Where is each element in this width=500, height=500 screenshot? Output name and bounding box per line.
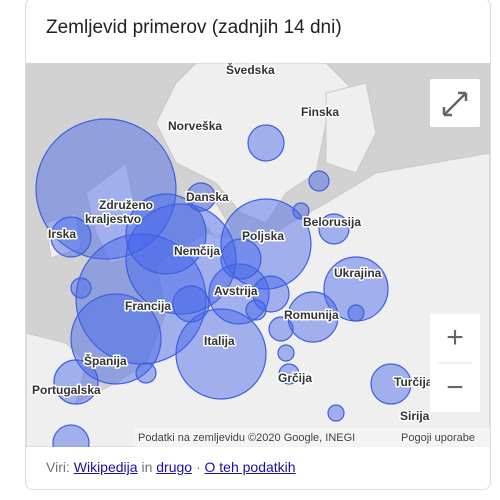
country-label: Irska	[48, 227, 76, 241]
attribution: Podatki na zemljevidu ©2020 Google, INEG…	[138, 432, 355, 444]
bubble[interactable]	[247, 124, 285, 162]
country-label: Grčija	[278, 371, 312, 385]
bubble[interactable]	[172, 285, 210, 323]
about-link[interactable]: O teh podatkih	[204, 459, 296, 475]
country-label: Italija	[204, 334, 235, 348]
bubble[interactable]	[268, 316, 294, 342]
wikipedia-link[interactable]: Wikipedija	[73, 459, 138, 475]
bubble[interactable]	[277, 344, 295, 362]
bubble[interactable]	[50, 216, 92, 258]
bubble[interactable]	[220, 198, 312, 290]
bubble[interactable]	[135, 362, 157, 384]
map: Švedska Finska Norveška Danska Združenokralj…	[26, 63, 490, 447]
country-label: Poljska	[242, 229, 284, 243]
fullscreen-icon	[442, 91, 468, 117]
bubble[interactable]	[208, 263, 270, 325]
country-label: Finska	[301, 105, 339, 119]
bubble[interactable]	[125, 193, 207, 275]
bubble[interactable]	[370, 363, 412, 405]
country-label: Portugalska	[32, 383, 101, 397]
country-label: Španija	[84, 353, 127, 368]
zoom-out[interactable]: −	[446, 371, 464, 404]
bubble[interactable]	[52, 424, 90, 447]
sources-label: Viri:	[46, 459, 70, 475]
bubble[interactable]	[245, 299, 267, 321]
bubble[interactable]	[35, 118, 177, 260]
country-label: Belorusija	[303, 215, 361, 229]
bubble[interactable]	[347, 304, 365, 322]
attribution-bar	[134, 428, 490, 447]
card-title: Zemljevid primerov (zadnjih 14 dni)	[46, 17, 342, 38]
country-label: Sirija	[400, 409, 430, 423]
bubble[interactable]	[70, 277, 92, 299]
bubble[interactable]	[70, 293, 162, 385]
bubble[interactable]	[220, 238, 262, 280]
case-bubbles	[35, 118, 412, 447]
card: Zemljevid primerov (zadnjih 14 dni) Šved…	[25, 0, 491, 490]
bubble[interactable]	[53, 359, 99, 405]
country-label: Turčija	[394, 375, 433, 389]
separator: ·	[195, 459, 201, 475]
bubble[interactable]	[327, 404, 345, 422]
country-label: kraljestvo	[85, 212, 141, 226]
bubble[interactable]	[308, 170, 330, 192]
bubble[interactable]	[318, 213, 350, 245]
footer: Viri: Wikipedija in drugo · O teh podatk…	[46, 459, 296, 475]
bubble[interactable]	[292, 202, 310, 220]
country-label: Švedska	[226, 63, 275, 77]
country-label: Ukrajina	[334, 266, 382, 280]
other-link[interactable]: drugo	[156, 459, 193, 475]
bubble[interactable]	[186, 182, 216, 212]
country-label: Nemčija	[174, 244, 220, 258]
country-label: Romunija	[284, 308, 339, 322]
zoom-in[interactable]: +	[446, 321, 464, 354]
bubble[interactable]	[175, 308, 267, 400]
bubble[interactable]	[125, 203, 237, 315]
bubble[interactable]	[287, 291, 339, 343]
terms-link[interactable]: Pogoji uporabe	[401, 432, 475, 444]
country-label: Avstrija	[214, 284, 258, 298]
country-label: Francija	[125, 299, 171, 313]
and-text: in	[141, 459, 153, 475]
country-label: Združeno	[99, 198, 153, 212]
country-label: Danska	[186, 190, 229, 204]
country-label: Norveška	[168, 119, 222, 133]
bubble[interactable]	[252, 275, 290, 313]
bubble[interactable]	[278, 363, 300, 385]
